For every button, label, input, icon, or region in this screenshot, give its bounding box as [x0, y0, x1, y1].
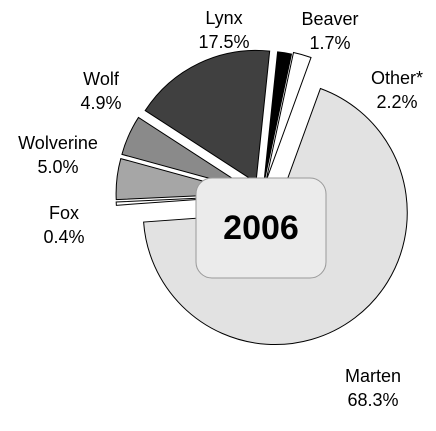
slice-name: Wolf — [83, 69, 120, 89]
slice-name: Fox — [49, 203, 79, 223]
slice-name: Wolverine — [18, 133, 98, 153]
slice-value-label: 2.2% — [376, 92, 417, 112]
slice-name: Marten — [345, 366, 401, 386]
pie — [115, 49, 408, 346]
slice-value-label: 5.0% — [37, 157, 78, 177]
slice — [263, 51, 293, 184]
slice — [265, 51, 312, 182]
slice — [121, 116, 250, 190]
slice-value-label: 0.4% — [43, 227, 84, 247]
center-label: 2006 — [223, 209, 299, 247]
slice-name: Beaver — [301, 9, 358, 29]
slice-value-label: 17.5% — [198, 32, 249, 52]
slice-value-label: 68.3% — [347, 390, 398, 410]
slice-name: Lynx — [205, 8, 242, 28]
slice — [144, 49, 271, 184]
slice-name: Other* — [371, 68, 423, 88]
slice-value-label: 4.9% — [80, 93, 121, 113]
slice-value-label: 1.7% — [309, 33, 350, 53]
center-box — [195, 177, 327, 279]
